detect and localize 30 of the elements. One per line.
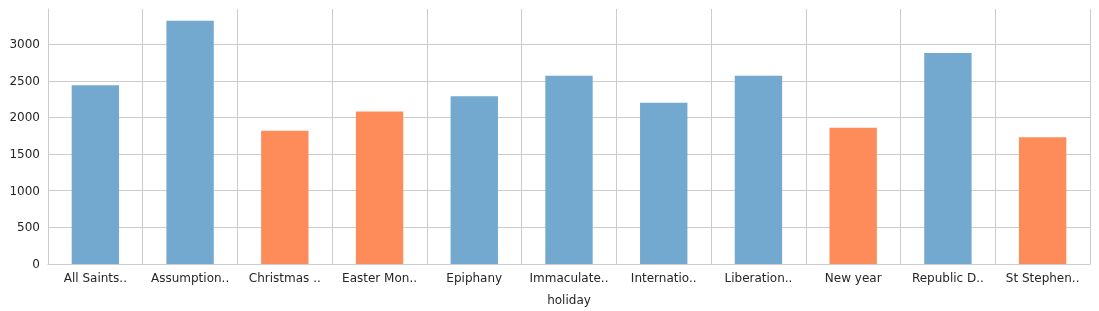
x-tick-label: Liberation.. bbox=[724, 271, 793, 285]
x-tick-label: All Saints.. bbox=[63, 271, 127, 285]
bar bbox=[166, 20, 214, 264]
x-tick-label: New year bbox=[824, 271, 882, 285]
y-tick-label: 2500 bbox=[9, 73, 40, 88]
bar bbox=[545, 75, 593, 264]
x-tick-label: Assumption.. bbox=[150, 271, 230, 285]
bar bbox=[829, 127, 877, 264]
x-tick-label: Immaculate.. bbox=[529, 271, 609, 285]
x-axis-title: holiday bbox=[547, 293, 591, 307]
bar bbox=[355, 111, 404, 264]
bar bbox=[1018, 137, 1067, 264]
bar bbox=[924, 52, 972, 264]
bar bbox=[450, 96, 498, 264]
bar bbox=[640, 102, 688, 264]
y-tick-label: 500 bbox=[17, 220, 40, 235]
bar bbox=[734, 75, 783, 264]
bar bbox=[261, 130, 309, 264]
y-tick-label: 1500 bbox=[9, 147, 40, 162]
y-tick-label: 3000 bbox=[9, 37, 40, 52]
x-tick-label: Internatio.. bbox=[630, 271, 697, 285]
y-tick-label: 1000 bbox=[9, 183, 40, 198]
x-tick-label: St Stephen.. bbox=[1005, 271, 1080, 285]
x-tick-label: Christmas .. bbox=[248, 271, 321, 285]
x-tick-label: Epiphany bbox=[446, 271, 503, 285]
bar bbox=[71, 85, 120, 264]
y-tick-label: 2000 bbox=[9, 110, 40, 125]
x-tick-label: Easter Mon.. bbox=[342, 271, 418, 285]
x-tick-label: Republic D.. bbox=[911, 271, 984, 285]
y-tick-label: 0 bbox=[32, 257, 40, 271]
